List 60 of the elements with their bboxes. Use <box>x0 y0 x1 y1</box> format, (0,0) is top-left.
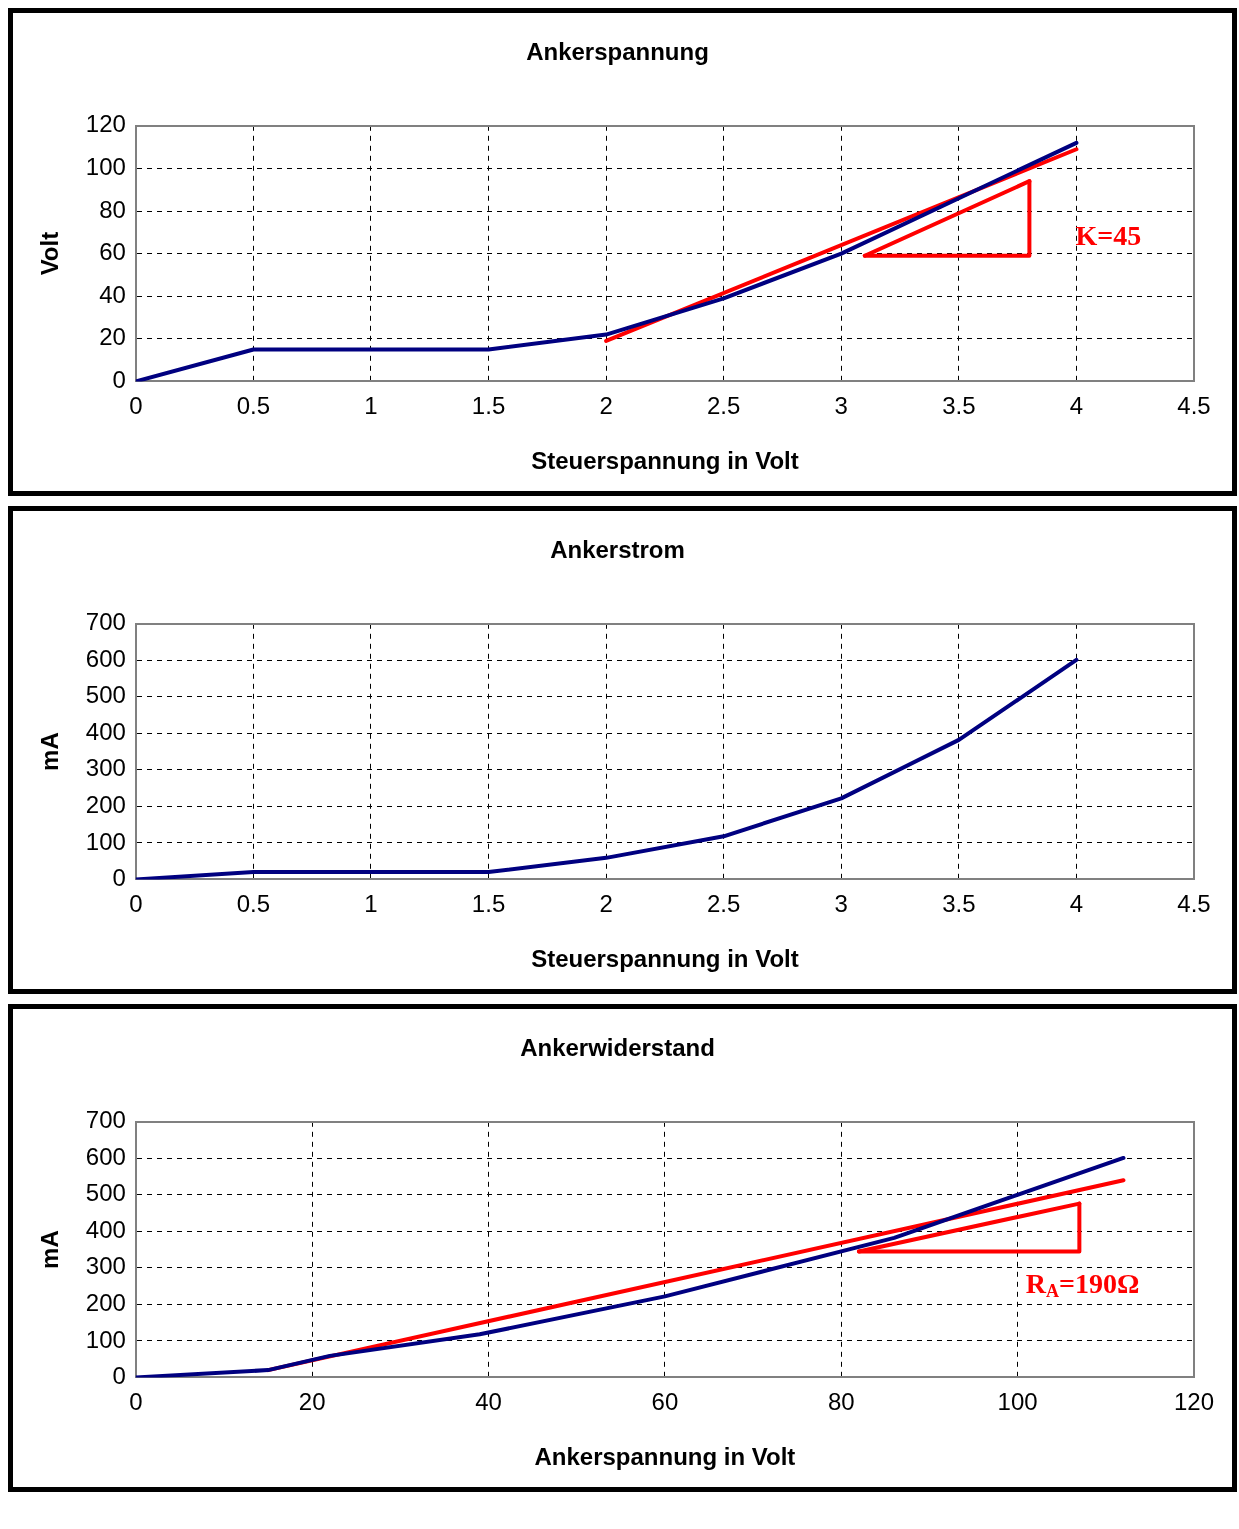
x-axis-title: Steuerspannung in Volt <box>531 945 799 973</box>
y-tick-label: 100 <box>85 153 126 181</box>
x-tick-label: 60 <box>651 1388 679 1416</box>
y-axis-title: Volt <box>36 231 64 276</box>
y-tick-label: 0 <box>112 864 126 892</box>
chart-title: Ankerstrom <box>550 536 685 564</box>
x-tick-label: 0 <box>129 1388 143 1416</box>
x-tick-label: 4 <box>1069 890 1084 918</box>
y-tick-label: 300 <box>85 1252 126 1280</box>
x-tick-label: 80 <box>827 1388 855 1416</box>
y-tick-label: 700 <box>85 1106 126 1134</box>
y-tick-label: 500 <box>85 681 126 709</box>
y-tick-label: 0 <box>112 1362 126 1390</box>
x-tick-label: 4.5 <box>1177 392 1211 420</box>
x-tick-label: 2.5 <box>707 392 741 420</box>
x-tick-label: 2.5 <box>707 890 741 918</box>
chart-title: Ankerspannung <box>526 38 709 66</box>
x-axis-title: Steuerspannung in Volt <box>531 447 799 475</box>
annotation: K=45 <box>1075 220 1142 252</box>
x-tick-label: 1 <box>364 890 378 918</box>
chart-title: Ankerwiderstand <box>520 1034 715 1062</box>
y-tick-label: 400 <box>85 717 126 745</box>
x-tick-label: 3.5 <box>942 392 976 420</box>
x-tick-label: 1.5 <box>471 890 506 918</box>
y-tick-label: 500 <box>85 1179 126 1207</box>
x-tick-label: 4 <box>1069 392 1084 420</box>
x-tick-label: 20 <box>298 1388 326 1416</box>
x-tick-label: 120 <box>1173 1388 1215 1416</box>
y-tick-label: 60 <box>99 238 126 266</box>
x-tick-label: 0.5 <box>236 392 271 420</box>
y-tick-label: 100 <box>85 827 126 855</box>
x-tick-label: 100 <box>997 1388 1038 1416</box>
y-tick-label: 20 <box>99 323 126 351</box>
y-tick-label: 80 <box>99 195 126 223</box>
y-tick-label: 600 <box>85 1142 126 1170</box>
x-tick-label: 40 <box>475 1388 502 1416</box>
y-tick-label: 600 <box>85 644 126 672</box>
y-tick-label: 200 <box>85 1289 126 1316</box>
y-axis-title: mA <box>36 732 64 771</box>
y-tick-label: 100 <box>85 1325 126 1353</box>
y-tick-label: 700 <box>85 608 126 636</box>
x-tick-label: 2 <box>599 392 613 420</box>
y-tick-label: 0 <box>112 366 126 394</box>
x-tick-label: 0 <box>129 392 143 420</box>
x-tick-label: 1.5 <box>471 392 506 420</box>
y-tick-label: 300 <box>85 754 126 782</box>
x-tick-label: 2 <box>599 890 613 918</box>
x-tick-label: 3.5 <box>942 890 976 918</box>
x-tick-label: 0.5 <box>236 890 271 918</box>
y-axis-title: mA <box>36 1230 64 1269</box>
x-tick-label: 0 <box>129 890 143 918</box>
y-tick-label: 200 <box>85 791 126 818</box>
x-tick-label: 4.5 <box>1177 890 1211 918</box>
y-tick-label: 120 <box>85 110 126 138</box>
x-tick-label: 1 <box>364 392 378 420</box>
x-tick-label: 3 <box>834 890 848 918</box>
y-tick-label: 400 <box>85 1215 126 1243</box>
y-tick-label: 40 <box>99 280 126 308</box>
x-axis-title: Ankerspannung in Volt <box>534 1443 796 1471</box>
x-tick-label: 3 <box>834 392 848 420</box>
